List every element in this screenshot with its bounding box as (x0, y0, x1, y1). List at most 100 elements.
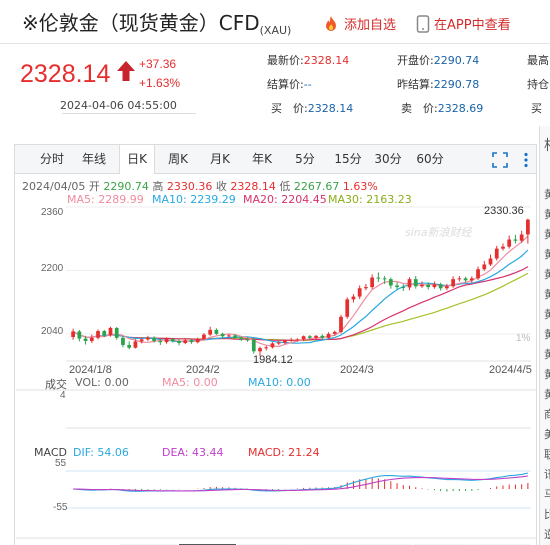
period-tab[interactable]: 30分 (374, 152, 402, 166)
candle-body (239, 337, 244, 340)
candle-body (276, 342, 281, 344)
candle-body (469, 278, 474, 281)
candle-body (289, 339, 294, 341)
dea-line (73, 475, 528, 492)
candle-body (345, 299, 350, 317)
candle-body (83, 338, 88, 341)
candle-body (71, 331, 75, 338)
ohlc-close: 2328.14 (230, 180, 276, 193)
ohlc-date: 2024/04/05 (22, 180, 86, 193)
sidebar-item[interactable]: 联 (544, 448, 550, 461)
more-icon[interactable] (520, 152, 532, 168)
vol-ma5-value: MA5: 0.00 (162, 376, 218, 389)
settle-price-field: 结算价:-- (267, 76, 312, 92)
period-tab[interactable]: 年线 (81, 152, 106, 166)
y-tick-mid: 2200 (41, 263, 64, 274)
sidebar-item[interactable]: 马 (544, 488, 550, 501)
max-label: 2330.36 (484, 205, 524, 217)
sidebar-item[interactable]: 黄 (544, 268, 550, 281)
sidebar-item[interactable]: 黄 (544, 368, 550, 381)
candle-body (270, 343, 275, 348)
sidebar-item[interactable]: 商 (544, 408, 550, 421)
vol-ma10-value: MA10: 0.00 (248, 376, 311, 389)
last-price: 2328.14 (20, 60, 111, 88)
buy2-label: 买 (531, 102, 542, 115)
x-tick-4: 2024/4/5 (489, 364, 532, 376)
candle-body (339, 316, 343, 332)
ohlc-open: 2290.74 (103, 180, 149, 193)
ma10-line (72, 249, 529, 344)
sidebar-item[interactable]: 黄 (544, 348, 550, 361)
candle-body (283, 340, 287, 343)
candle-body (519, 234, 524, 241)
ma5-line (72, 235, 529, 348)
candle-body (513, 239, 518, 241)
candle-body (220, 333, 225, 337)
open-label: 开盘价: (397, 54, 434, 67)
candle-body (351, 296, 356, 300)
high-tag: 高 (152, 180, 164, 193)
candle-body (195, 339, 200, 343)
period-tab[interactable]: 5分 (295, 152, 315, 166)
candle-body (245, 339, 250, 341)
related-tab[interactable]: 相 (544, 132, 550, 160)
sidebar-item[interactable]: 美 (544, 428, 550, 441)
sidebar-item[interactable]: 黄 (544, 388, 550, 401)
candle-body (445, 286, 449, 289)
add-favorite-button[interactable]: 添加自选 (322, 14, 396, 33)
candle-body (320, 335, 325, 338)
candle-body (357, 288, 362, 297)
prev-label: 昨结算: (397, 78, 434, 91)
candle-body (89, 337, 94, 341)
sidebar-item[interactable]: 黄 (544, 188, 550, 201)
sidebar-item[interactable]: 讯 (544, 468, 550, 481)
candle-body (177, 340, 181, 343)
ohlc-high: 2330.36 (166, 180, 213, 193)
vol-top-tick: 4 (60, 390, 66, 401)
candle-body (214, 329, 219, 334)
sidebar-item[interactable]: 黄 (544, 288, 550, 301)
period-tab[interactable]: 月K (210, 152, 230, 166)
phone-icon (416, 14, 430, 33)
x-tick-1: 2024/1/8 (69, 364, 112, 376)
sidebar-item[interactable]: 黄 (544, 248, 550, 261)
candle-body (370, 277, 375, 288)
candle-body (108, 327, 113, 336)
period-tab[interactable]: 60分 (416, 152, 444, 166)
candle-body (438, 284, 443, 289)
sidebar-item[interactable]: 逆 (544, 528, 550, 541)
dif-value: DIF: 54.06 (73, 446, 129, 459)
candle-body (332, 331, 337, 334)
x-tick-3: 2024/3 (340, 364, 374, 376)
sidebar-item[interactable]: 黄 (544, 228, 550, 241)
candle-body (77, 331, 82, 339)
sidebar-item[interactable]: 黄 (544, 308, 550, 321)
period-tab[interactable]: 15分 (334, 152, 362, 166)
sidebar-item[interactable]: 黄 (544, 208, 550, 221)
candle-body (526, 219, 530, 235)
candle-body (96, 331, 100, 338)
view-in-app-button[interactable]: 在APP中查看 (416, 14, 511, 33)
fullscreen-icon[interactable] (492, 152, 508, 168)
close-tag: 收 (215, 180, 227, 193)
candle-body (121, 337, 125, 345)
period-tab[interactable]: 周K (168, 152, 188, 166)
sidebar-item[interactable]: 黄 (544, 328, 550, 341)
period-tab[interactable]: 日K (119, 145, 155, 174)
period-tab[interactable]: 分时 (39, 152, 64, 166)
ma30-value: MA30: 2163.23 (328, 193, 412, 206)
candle-body (183, 340, 188, 343)
period-tabs: 分时 年线 日K 周K 月K 年K 5分 15分 30分 60分 (14, 144, 537, 174)
fire-icon (326, 15, 336, 31)
candle-body (127, 344, 132, 348)
latest-price-field: 最新价:2328.14 (267, 52, 349, 68)
up-arrow-icon (117, 61, 135, 81)
candle-body (326, 333, 331, 338)
candle-body (258, 348, 262, 352)
period-tab[interactable]: 年K (252, 152, 272, 166)
y-tick-top: 2360 (41, 207, 64, 218)
sidebar-item[interactable]: 比 (544, 508, 550, 521)
open-tag: 开 (88, 180, 100, 193)
x-tick-2: 2024/2 (186, 364, 220, 376)
